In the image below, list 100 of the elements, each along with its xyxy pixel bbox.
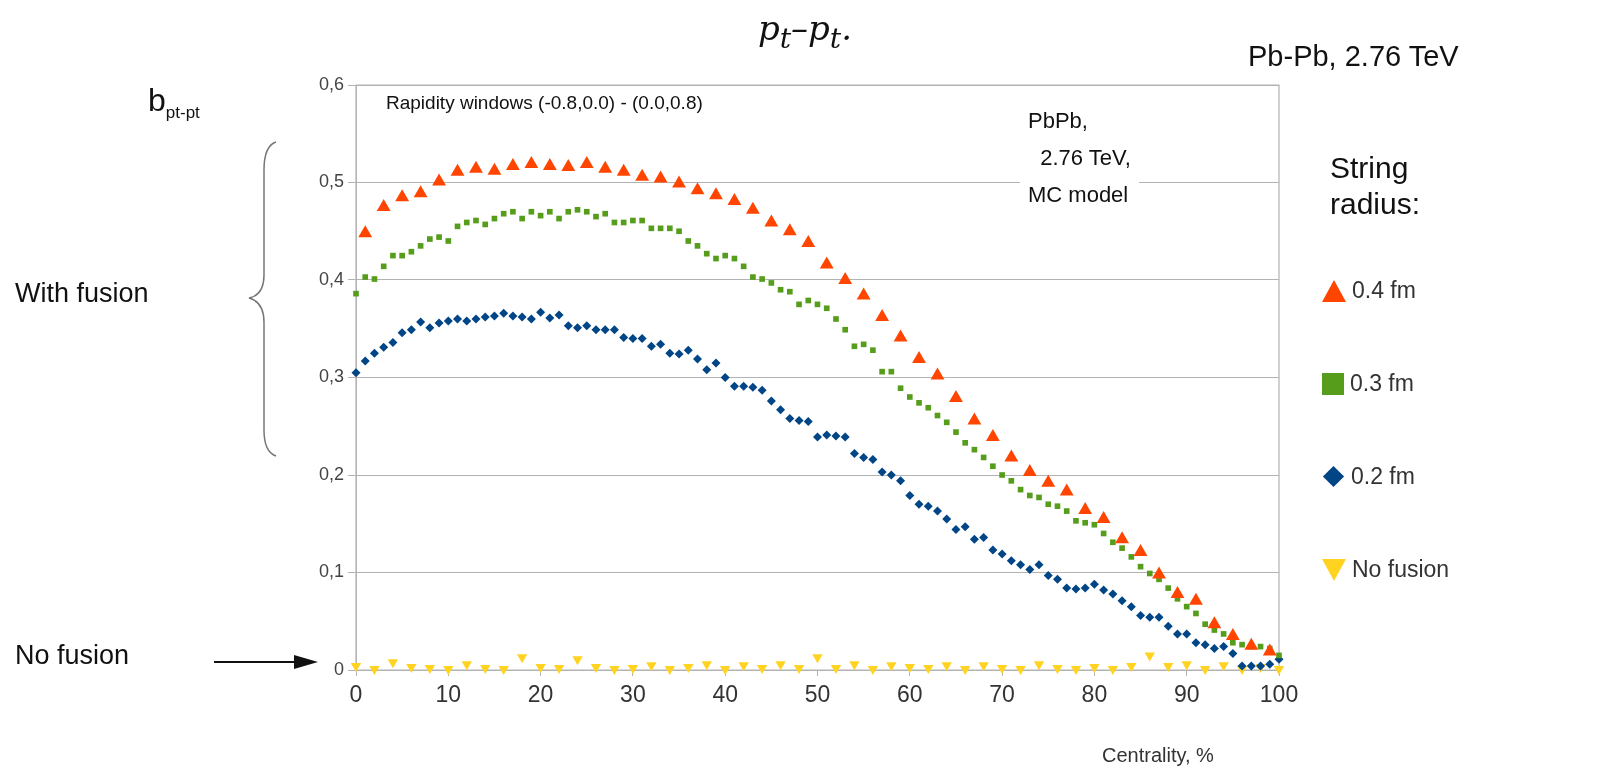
point — [959, 666, 971, 676]
point — [406, 664, 417, 674]
point — [1273, 666, 1285, 676]
point — [590, 664, 602, 674]
legend-title: String radius: — [1330, 150, 1422, 222]
x-tick-label: 20 — [527, 681, 554, 708]
point — [646, 662, 657, 672]
point — [867, 666, 879, 676]
x-tick-label: 30 — [620, 681, 646, 708]
point — [830, 665, 842, 675]
point — [1015, 666, 1026, 676]
point — [480, 665, 491, 675]
point — [838, 272, 853, 284]
point — [756, 665, 768, 675]
point — [923, 665, 934, 675]
point — [875, 309, 890, 322]
point — [1126, 663, 1137, 673]
x-tick-label: 50 — [804, 681, 831, 708]
point — [764, 214, 779, 227]
point — [886, 662, 897, 672]
point — [553, 665, 565, 675]
point — [745, 201, 760, 214]
point — [616, 163, 631, 176]
point — [720, 666, 731, 676]
x-tick-label: 40 — [712, 681, 738, 708]
y-axis-title: b$_{pt-pt}$ — [148, 82, 200, 124]
point — [967, 412, 982, 425]
point — [450, 163, 465, 176]
point — [609, 666, 620, 676]
legend-label: 0.2 fm — [1351, 463, 1415, 490]
y-tick-label: 0,2 — [318, 463, 344, 484]
legend-label: 0.3 fm — [1350, 370, 1414, 397]
point — [1033, 661, 1045, 671]
point — [812, 654, 823, 664]
x-tick-label: 90 — [1173, 681, 1200, 708]
point — [738, 662, 749, 672]
point — [782, 223, 797, 236]
x-tick-label: 0 — [349, 681, 363, 708]
point — [1089, 664, 1100, 674]
point — [561, 158, 576, 171]
point — [930, 367, 945, 380]
text: With fusion — [15, 278, 149, 309]
point — [653, 170, 668, 183]
annotation: Rapidity windows (-0.8,0.0) - (0.0,0.8) — [386, 92, 703, 114]
point — [775, 661, 786, 671]
point — [672, 175, 686, 188]
point — [941, 662, 952, 672]
point — [801, 234, 816, 247]
point — [424, 665, 436, 675]
point — [819, 256, 834, 269]
point — [469, 160, 483, 173]
point — [949, 389, 963, 402]
x-tick-label: 60 — [897, 681, 923, 708]
y-tick-label: 0,1 — [318, 561, 344, 582]
point — [690, 182, 705, 195]
point — [912, 350, 926, 363]
point — [709, 187, 723, 200]
point — [498, 666, 509, 676]
annotation: PbPb, 2.76 TeV, MC model — [1020, 102, 1139, 213]
point — [849, 661, 860, 671]
y-tick-label: 0,4 — [318, 268, 344, 289]
point — [683, 664, 694, 674]
point — [1107, 666, 1119, 676]
point — [387, 659, 399, 669]
text: Pb-Pb, 2.76 TeV — [1248, 40, 1459, 73]
point — [487, 162, 502, 175]
point — [1218, 662, 1229, 672]
point — [579, 155, 594, 168]
point — [516, 654, 528, 664]
point — [598, 160, 613, 173]
point — [413, 185, 428, 198]
point — [535, 664, 546, 674]
point — [1181, 661, 1192, 671]
point — [443, 666, 454, 676]
point — [1022, 464, 1037, 477]
point — [664, 666, 676, 676]
chart-title: p$_{t}$–p$_{t}$. — [757, 8, 853, 55]
point — [893, 329, 908, 342]
point — [542, 157, 557, 170]
x-tick-label: 100 — [1259, 681, 1299, 708]
point — [432, 173, 446, 186]
point — [727, 193, 742, 206]
point — [1070, 666, 1082, 676]
point — [793, 665, 805, 675]
point — [524, 155, 539, 168]
point — [978, 662, 989, 672]
x-axis-title: Centrality, % — [1102, 744, 1214, 767]
point — [1199, 666, 1211, 676]
point — [395, 189, 410, 202]
point — [1144, 652, 1155, 662]
point — [358, 225, 373, 238]
point — [701, 661, 712, 671]
point — [635, 168, 650, 181]
point — [856, 287, 871, 300]
point — [904, 664, 915, 674]
point — [1004, 449, 1019, 462]
x-tick-label: 10 — [435, 681, 462, 708]
y-tick-label: 0,6 — [318, 73, 344, 94]
point — [1052, 665, 1063, 675]
x-tick-label: 70 — [989, 681, 1015, 708]
